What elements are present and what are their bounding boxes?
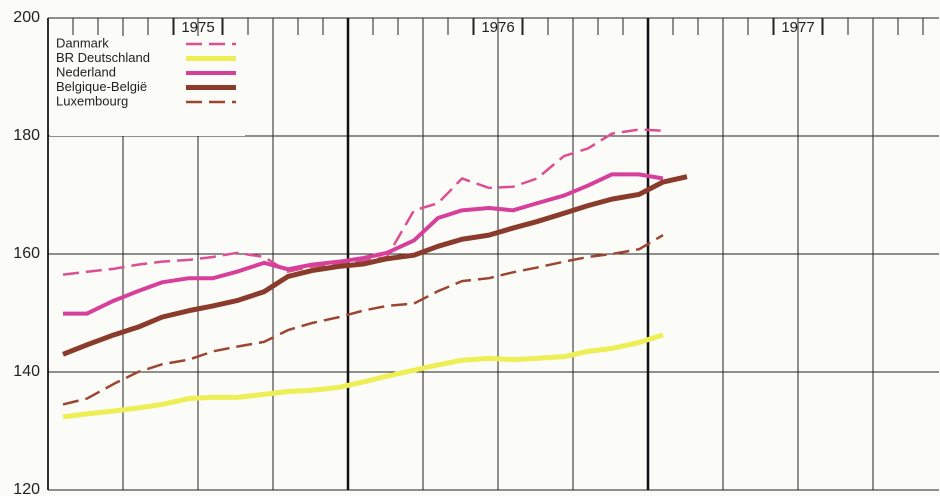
legend-label: Danmark [56,35,109,50]
y-tick-label: 160 [13,245,40,262]
legend-label: Nederland [56,64,116,79]
x-tick-label: 1976 [481,19,514,36]
y-tick-label: 180 [13,127,40,144]
series-line [62,128,664,276]
legend-label: Luxembourg [56,93,128,108]
x-tick-label: 1977 [781,19,814,36]
series-line [62,174,688,357]
legend-label: BR Deutschland [56,50,150,65]
y-tick-label: 200 [13,9,40,26]
x-tick-label: 1975 [181,19,214,36]
series-line [62,234,664,406]
y-tick-label: 140 [13,363,40,380]
y-tick-label: 120 [13,481,40,496]
legend-label: Belgique-België [56,79,147,94]
series-line [62,332,664,420]
series-line [63,172,664,316]
